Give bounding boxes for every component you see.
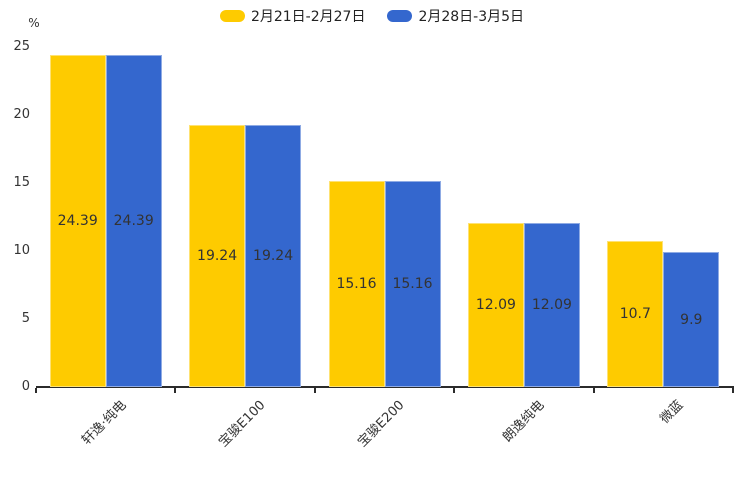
x-axis-tick-mark xyxy=(174,388,177,393)
y-axis-tick-label: 10 xyxy=(13,243,30,258)
x-axis-category-anchor: 微蓝 xyxy=(453,395,687,427)
bar-week2-3 xyxy=(384,180,441,387)
bar-value-label: 10.7 xyxy=(619,306,651,323)
x-axis-category-label: 微蓝 xyxy=(657,397,687,427)
bar-week2-5 xyxy=(663,252,720,387)
bar-week1-4 xyxy=(467,222,524,387)
bar-value-label: 24.39 xyxy=(57,213,98,230)
legend-item-week2: 2月28日-3月5日 xyxy=(387,6,524,26)
bar-value-label: 24.39 xyxy=(113,213,154,230)
bar-week1-2 xyxy=(189,125,246,387)
bar-value-label: 15.16 xyxy=(392,275,433,292)
x-axis-tick-mark xyxy=(592,388,595,393)
legend-label-week1: 2月21日-2月27日 xyxy=(250,9,366,25)
x-axis-line xyxy=(36,386,734,388)
bar-value-label: 12.09 xyxy=(531,296,572,313)
bar-week2-1 xyxy=(105,55,162,387)
bar-week1-1 xyxy=(49,55,106,387)
x-axis-tick-mark xyxy=(453,388,456,393)
bar-value-label: 15.16 xyxy=(336,275,377,292)
x-axis-tick-mark xyxy=(35,388,37,393)
y-axis-unit-label: % xyxy=(28,16,40,30)
bar-week2-2 xyxy=(245,125,302,387)
bar-week1-3 xyxy=(328,180,385,387)
legend-swatch-blue xyxy=(387,10,413,22)
bar-value-label: 19.24 xyxy=(253,248,294,265)
y-axis-tick-label: 20 xyxy=(13,107,30,122)
y-axis-tick-label: 25 xyxy=(13,39,30,54)
bar-value-label: 12.09 xyxy=(475,296,516,313)
chart-legend: 2月21日-2月27日 2月28日-3月5日 xyxy=(0,6,744,26)
bar-value-label: 19.24 xyxy=(197,248,238,265)
bar-value-label: 9.9 xyxy=(680,311,703,328)
x-axis-tick-mark xyxy=(313,388,316,393)
bar-week1-5 xyxy=(607,241,664,387)
y-axis-tick-label: 5 xyxy=(21,311,30,326)
x-axis-tick-mark xyxy=(732,388,734,393)
legend-item-week1: 2月21日-2月27日 xyxy=(219,6,366,26)
bar-week2-4 xyxy=(523,222,580,387)
y-axis-tick-label: 15 xyxy=(13,175,30,190)
y-axis-tick-label: 0 xyxy=(21,379,30,394)
legend-swatch-yellow xyxy=(219,10,245,22)
legend-label-week2: 2月28日-3月5日 xyxy=(418,9,525,25)
